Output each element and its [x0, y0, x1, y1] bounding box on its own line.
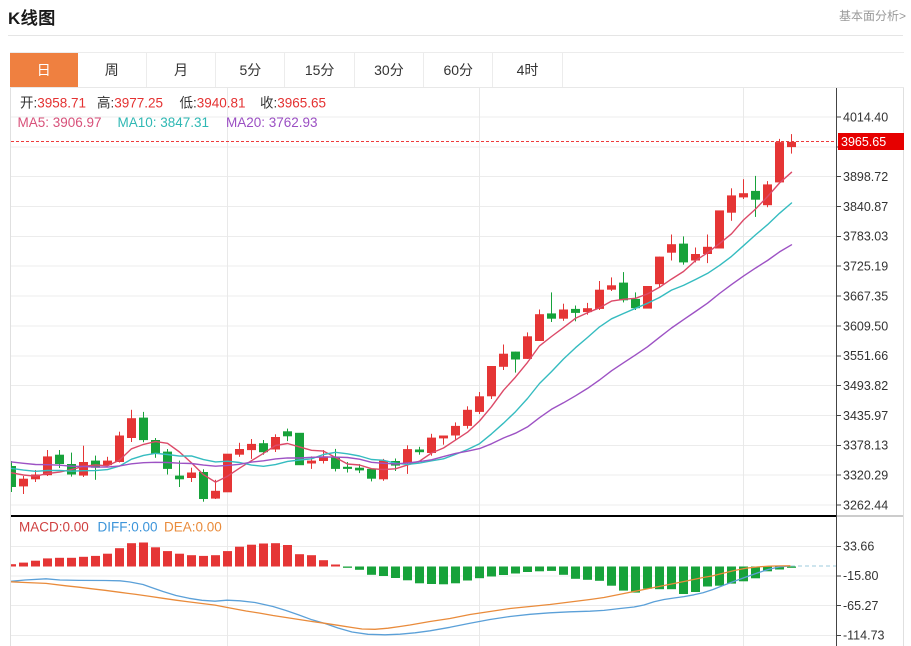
svg-text:3551.66: 3551.66: [843, 349, 888, 363]
svg-text:-65.27: -65.27: [843, 599, 878, 613]
svg-text:3378.13: 3378.13: [843, 439, 888, 453]
svg-text:3262.44: 3262.44: [843, 498, 888, 512]
svg-text:3840.87: 3840.87: [843, 200, 888, 214]
svg-text:3725.19: 3725.19: [843, 260, 888, 274]
svg-text:3493.82: 3493.82: [843, 379, 888, 393]
svg-text:开:3958.71高:3977.25低:3940.81收:3: 开:3958.71 高:3977.25 低:3940.81 收:3965.65: [20, 95, 326, 111]
svg-text:3898.72: 3898.72: [843, 170, 888, 184]
svg-text:4014.40: 4014.40: [843, 110, 888, 124]
svg-text:3965.65: 3965.65: [841, 135, 886, 149]
svg-text:-15.80: -15.80: [843, 569, 878, 583]
svg-text:33.66: 33.66: [843, 540, 874, 554]
svg-text:3435.97: 3435.97: [843, 409, 888, 423]
svg-text:-114.73: -114.73: [843, 629, 885, 643]
svg-text:3609.50: 3609.50: [843, 319, 888, 333]
svg-text:3783.03: 3783.03: [843, 230, 888, 244]
svg-text:3667.35: 3667.35: [843, 289, 888, 303]
svg-text:3320.29: 3320.29: [843, 469, 888, 483]
